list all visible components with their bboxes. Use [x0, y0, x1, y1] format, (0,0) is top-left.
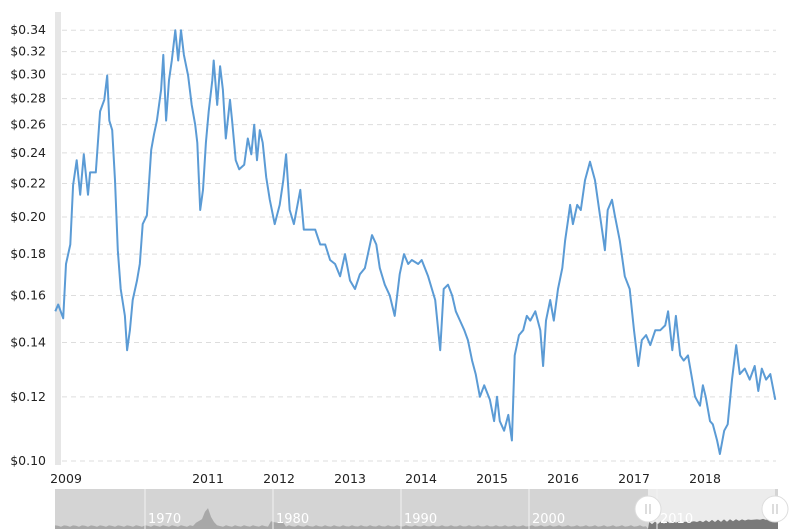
navigator-year-label: 2000: [532, 512, 565, 527]
navigator-year-label: 1990: [404, 512, 437, 527]
navigator-selected-area: [648, 518, 778, 529]
y-tick-label: $0.32: [10, 44, 46, 59]
navigator-year-label: 1970: [148, 512, 181, 527]
navigator-left-handle[interactable]: [634, 495, 662, 523]
y-tick-label: $0.10: [10, 453, 46, 468]
x-tick-label: 2015: [476, 471, 508, 486]
y-tick-label: $0.16: [10, 288, 46, 303]
navigator-year-labels: 1970 1980 1990 2000 2010: [144, 489, 693, 529]
navigator-year-label: 2010: [660, 512, 693, 527]
x-tick-label: 2016: [547, 471, 579, 486]
x-tick-label: 2017: [618, 471, 650, 486]
navigator-series-area: [55, 508, 648, 529]
navigator-right-handle[interactable]: [761, 495, 789, 523]
x-tick-label: 2013: [334, 471, 366, 486]
x-tick-label: 2014: [405, 471, 437, 486]
x-tick-label: 2018: [689, 471, 721, 486]
y-tick-label: $0.28: [10, 91, 46, 106]
y-tick-label: $0.22: [10, 175, 46, 190]
y-tick-label: $0.30: [10, 66, 46, 81]
y-gridlines: [62, 29, 776, 462]
x-tick-label: 2012: [263, 471, 295, 486]
y-tick-label: $0.34: [10, 22, 46, 37]
y-tick-label: $0.18: [10, 246, 46, 261]
y-tick-label: $0.24: [10, 145, 46, 160]
x-axis-ticks: 2009 2011 2012 2013 2014 2015 2016 2017 2018: [50, 471, 721, 486]
plot-left-band: [55, 12, 61, 465]
y-tick-label: $0.12: [10, 389, 46, 404]
y-axis-ticks: $0.10 $0.12 $0.14 $0.16 $0.18 $0.20 $0.22 $0.24…: [10, 22, 46, 468]
x-tick-label: 2011: [192, 471, 224, 486]
x-tick-label: 2009: [50, 471, 82, 486]
grip-handle-icon: [772, 504, 778, 514]
grip-handle-icon: [645, 504, 651, 514]
price-line: [54, 29, 777, 455]
navigator-year-label: 1980: [276, 512, 309, 527]
navigator[interactable]: 1970 1980 1990 2000 2010: [55, 489, 789, 529]
y-tick-label: $0.26: [10, 117, 46, 132]
y-tick-label: $0.14: [10, 335, 46, 350]
y-tick-label: $0.20: [10, 209, 46, 224]
